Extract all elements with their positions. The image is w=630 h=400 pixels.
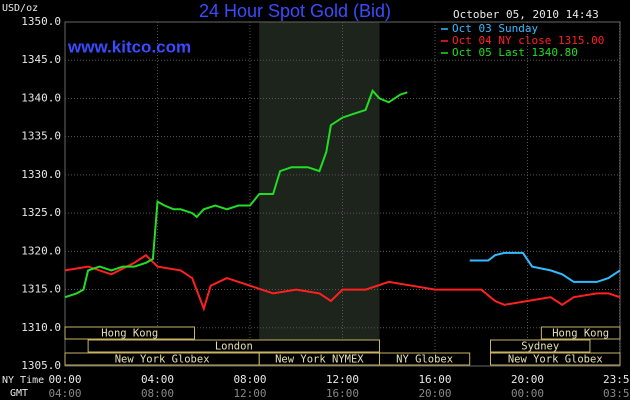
y-axis-label: USD/oz <box>2 3 38 14</box>
timestamp: October 05, 2010 14:43 <box>453 8 599 21</box>
session-label: London <box>215 341 253 353</box>
x2-tick-label: 00:00 <box>511 387 544 400</box>
series-line <box>64 88 408 299</box>
legend-label: Oct 05 Last 1340.80 <box>452 46 578 59</box>
y-tick-label: 1350.0 <box>21 15 61 28</box>
x-tick-label: 12:00 <box>326 373 359 386</box>
x2-tick-label: 04:00 <box>48 387 81 400</box>
session-label: Hong Kong <box>552 328 609 340</box>
session-box <box>490 339 591 353</box>
y-tick-label: 1345.0 <box>21 53 61 66</box>
x2-tick-label: 20:00 <box>418 387 451 400</box>
y-tick-label: 1340.0 <box>21 91 61 104</box>
y-tick-label: 1320.0 <box>21 244 61 257</box>
y-tick-label: 1315.0 <box>21 283 61 296</box>
x-tick-label: 16:00 <box>418 373 451 386</box>
session-box <box>490 352 621 366</box>
plot <box>64 21 621 367</box>
y-tick-label: 1310.0 <box>21 321 61 334</box>
session-label: Hong Kong <box>101 328 158 340</box>
legend-label: Oct 03 Sunday <box>452 22 538 35</box>
watermark: www.kitco.com <box>67 37 191 56</box>
x-tick-label: 23:59 <box>603 373 630 386</box>
session-box <box>87 339 380 353</box>
x-tick-label: 20:00 <box>511 373 544 386</box>
session-box <box>379 352 471 366</box>
session-label: Sydney <box>521 341 559 353</box>
session-shade <box>259 22 380 366</box>
session-label: New York Globex <box>115 354 210 366</box>
session-label: New York Globex <box>508 354 603 366</box>
x-tick-label: 00:00 <box>48 373 81 386</box>
x2-tick-label: 12:00 <box>233 387 266 400</box>
series-line <box>64 253 621 312</box>
plot-border <box>64 21 621 367</box>
series-line <box>469 251 621 283</box>
y-tick-label: 1325.0 <box>21 206 61 219</box>
session-box <box>64 326 195 340</box>
session-label: NY Globex <box>396 354 453 366</box>
x2-tick-label: 03:59 <box>603 387 630 400</box>
x2-axis-label: GMT <box>10 388 28 399</box>
y-tick-label: 1330.0 <box>21 168 61 181</box>
y-tick-label: 1335.0 <box>21 130 61 143</box>
session-label: New York NYMEX <box>275 354 364 366</box>
x2-tick-label: 08:00 <box>141 387 174 400</box>
legend-label: Oct 04 NY close 1315.00 <box>452 34 604 47</box>
x-tick-label: 04:00 <box>141 373 174 386</box>
x-axis-label: NY Time <box>2 375 44 386</box>
chart-title: 24 Hour Spot Gold (Bid) <box>199 1 391 21</box>
x2-tick-label: 16:00 <box>326 387 359 400</box>
x-tick-label: 08:00 <box>233 373 266 386</box>
session-box <box>540 326 621 340</box>
y-tick-label: 1305.0 <box>21 359 61 372</box>
